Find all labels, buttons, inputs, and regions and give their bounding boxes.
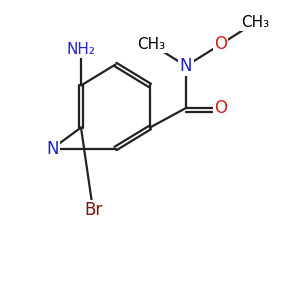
Text: Br: Br	[84, 201, 102, 219]
Text: O: O	[214, 99, 227, 117]
Text: N: N	[46, 140, 59, 158]
Text: O: O	[214, 35, 227, 53]
Text: CH₃: CH₃	[241, 15, 269, 30]
Text: N: N	[180, 57, 192, 75]
Text: CH₃: CH₃	[137, 37, 166, 52]
Text: NH₂: NH₂	[67, 42, 95, 57]
